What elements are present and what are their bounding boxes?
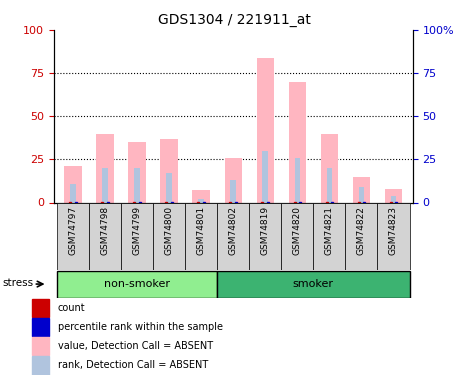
Text: rank, Detection Call = ABSENT: rank, Detection Call = ABSENT: [58, 360, 208, 370]
Text: smoker: smoker: [293, 279, 334, 289]
Bar: [57, 202, 89, 270]
Bar: [134, 168, 140, 202]
Bar: [57, 271, 217, 298]
Bar: [166, 173, 172, 202]
Bar: [32, 356, 49, 375]
Bar: [257, 58, 274, 202]
Bar: [295, 158, 300, 203]
Text: count: count: [58, 303, 86, 313]
Bar: [129, 142, 146, 202]
Text: GSM74801: GSM74801: [197, 206, 206, 255]
Bar: [391, 196, 396, 202]
Bar: [64, 166, 82, 202]
Bar: [97, 134, 114, 202]
Bar: [263, 151, 268, 202]
Text: GSM74799: GSM74799: [133, 206, 142, 255]
Text: GDS1304 / 221911_at: GDS1304 / 221911_at: [158, 13, 311, 27]
Bar: [198, 199, 204, 202]
Text: GSM74819: GSM74819: [261, 206, 270, 255]
Bar: [353, 177, 370, 203]
Bar: [32, 337, 49, 356]
Bar: [153, 202, 185, 270]
Bar: [385, 189, 402, 202]
Bar: [32, 298, 49, 317]
Bar: [217, 202, 250, 270]
Bar: [70, 183, 76, 203]
Bar: [281, 202, 313, 270]
Bar: [192, 190, 210, 202]
Text: GSM74823: GSM74823: [389, 206, 398, 255]
Text: percentile rank within the sample: percentile rank within the sample: [58, 322, 223, 332]
Text: GSM74800: GSM74800: [165, 206, 174, 255]
Bar: [121, 202, 153, 270]
Bar: [32, 318, 49, 336]
Text: stress: stress: [3, 278, 34, 288]
Bar: [359, 187, 364, 202]
Bar: [313, 202, 346, 270]
Bar: [378, 202, 409, 270]
Text: GSM74797: GSM74797: [68, 206, 78, 255]
Bar: [89, 202, 121, 270]
Text: non-smoker: non-smoker: [104, 279, 170, 289]
Text: GSM74822: GSM74822: [357, 206, 366, 255]
Bar: [185, 202, 217, 270]
Text: GSM74821: GSM74821: [325, 206, 334, 255]
Text: GSM74802: GSM74802: [229, 206, 238, 255]
Bar: [230, 180, 236, 203]
Bar: [346, 202, 378, 270]
Bar: [288, 82, 306, 203]
Bar: [217, 271, 409, 298]
Bar: [326, 168, 333, 202]
Bar: [250, 202, 281, 270]
Text: GSM74820: GSM74820: [293, 206, 302, 255]
Bar: [225, 158, 242, 203]
Text: GSM74798: GSM74798: [101, 206, 110, 255]
Bar: [321, 134, 338, 202]
Bar: [160, 139, 178, 202]
Bar: [102, 168, 108, 202]
Text: value, Detection Call = ABSENT: value, Detection Call = ABSENT: [58, 341, 213, 351]
